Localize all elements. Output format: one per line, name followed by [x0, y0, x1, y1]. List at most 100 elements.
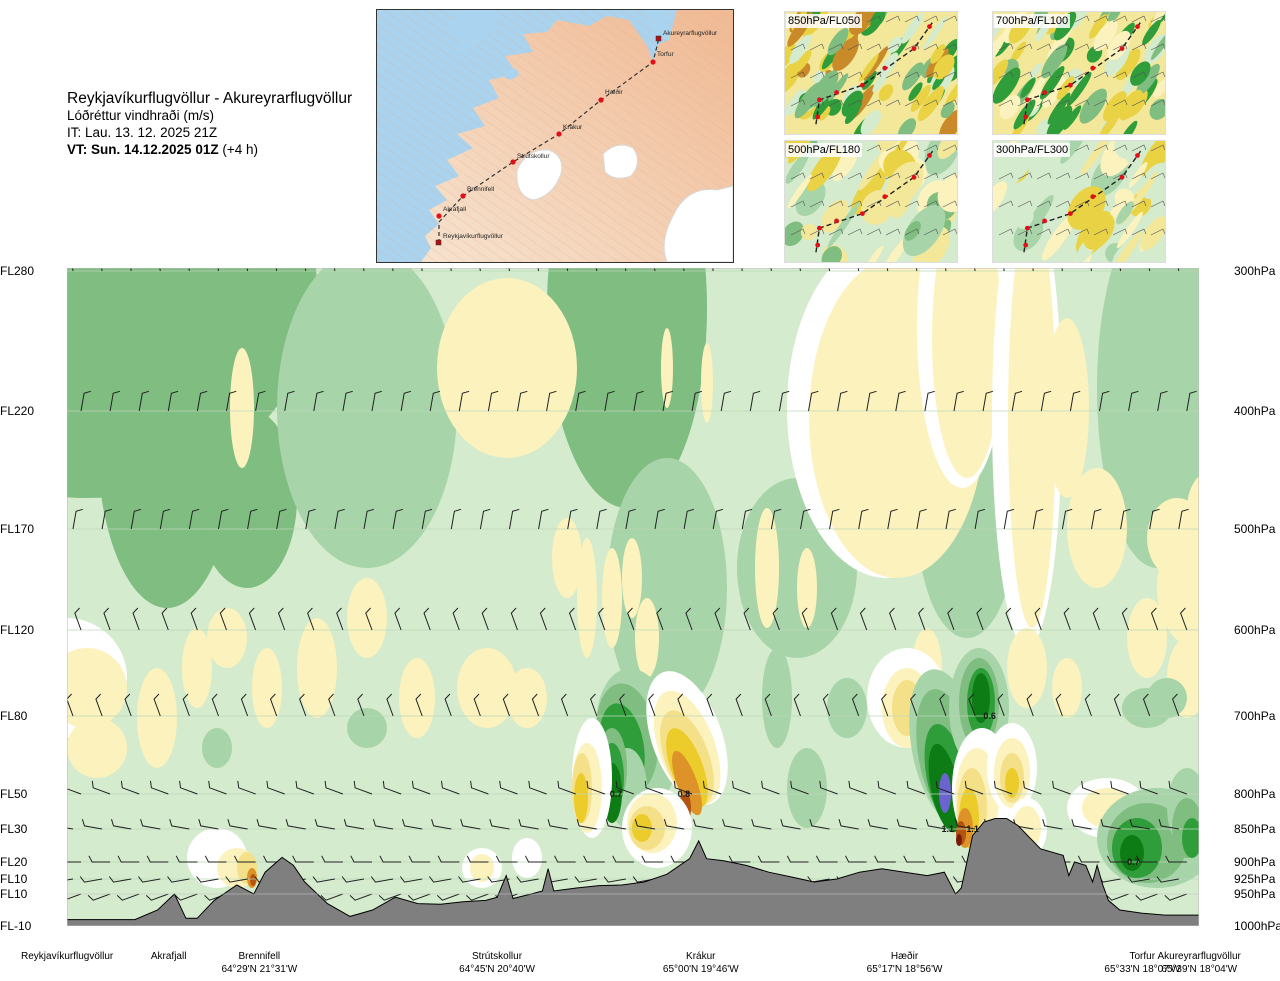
thumbnail-contour: [870, 12, 886, 28]
thumbnail-wind-barb: [904, 99, 920, 107]
wind-barb: [757, 855, 780, 863]
wind-barb: [732, 780, 751, 795]
thumbnail-contour: [1079, 88, 1107, 124]
lake: [505, 68, 519, 80]
thumbnail-wind-barb: [998, 99, 1014, 107]
wind-barb: [167, 876, 190, 883]
wind-barb: [226, 390, 237, 412]
thumbnail-300hpa[interactable]: 300hPa/FL300: [992, 140, 1166, 263]
thumbnail-contour: [832, 37, 859, 71]
thumbnail-wind-barb: [942, 71, 957, 79]
wind-barb: [292, 855, 314, 863]
vertical-velocity-contour: [1127, 598, 1167, 678]
thumbnail-wind-barb: [1036, 43, 1052, 51]
thumbnail-waypoint: [834, 90, 839, 95]
wind-barb: [1052, 780, 1071, 795]
wind-barb: [255, 390, 266, 412]
wind-barb: [518, 819, 539, 830]
wind-barb: [328, 693, 336, 717]
waypoint-marker: [510, 159, 516, 165]
wind-barb: [182, 693, 190, 717]
wind-barb: [400, 390, 412, 412]
thumbnail-850hpa[interactable]: 850hPa/FL050: [784, 11, 958, 135]
vertical-velocity-contour: [972, 673, 990, 723]
thumbnail-wind-barb: [1074, 99, 1090, 107]
thumbnail-wind-barb: [1150, 228, 1165, 236]
thumbnail-contour: [821, 246, 842, 262]
thumbnail-contour: [993, 181, 1008, 217]
vertical-velocity-contour: [297, 618, 337, 718]
wind-barb: [450, 508, 462, 530]
wind-barb: [546, 390, 557, 412]
wind-barb: [874, 855, 896, 863]
wind-barb: [683, 508, 695, 530]
wind-barb: [761, 780, 780, 795]
wind-barb: [1055, 693, 1063, 717]
waypoint-label: Krákur 65°00'N 19°46'W: [663, 950, 739, 976]
vertical-velocity-contour: [622, 538, 642, 618]
vertical-velocity-contour: [635, 598, 659, 678]
thumbnail-waypoint: [1042, 90, 1047, 95]
thumbnail-contour: [930, 44, 946, 64]
wind-barb: [848, 780, 867, 795]
thumbnail-contour: [850, 166, 888, 215]
thumbnail-wind-barb: [923, 172, 939, 180]
wind-barb: [993, 780, 1013, 795]
wind-barb: [906, 780, 926, 795]
vertical-velocity-contour: [552, 518, 582, 598]
wind-barb: [248, 607, 257, 631]
thumbnail-waypoint: [860, 82, 865, 88]
wind-barb: [233, 855, 256, 863]
wind-barb: [150, 780, 169, 795]
wind-barb: [1120, 508, 1131, 530]
wind-barb: [313, 390, 324, 412]
thumbnail-wind-barb: [847, 200, 863, 208]
thumbnail-contour: [897, 118, 917, 134]
wind-barb: [196, 390, 208, 412]
thumbnail-wind-barb: [998, 71, 1014, 79]
fjord-west: [447, 10, 497, 56]
thumbnail-wind-barb: [809, 43, 825, 51]
thumbnail-500hpa[interactable]: 500hPa/FL180: [784, 140, 958, 263]
thumbnail-contour: [858, 54, 879, 82]
waypoint-marker: [598, 97, 604, 103]
cross-section-plot[interactable]: 0.7 0.8 0.6 1.1 1.1 0.7: [0, 78, 1247, 936]
wind-barb: [1106, 893, 1129, 901]
wind-barb: [341, 876, 365, 883]
vertical-velocity-contour: [277, 248, 457, 568]
vertical-velocity-contour: [577, 538, 597, 658]
wind-barb: [516, 876, 539, 883]
wind-barb: [1100, 819, 1121, 830]
waypoint-marker: [655, 35, 662, 42]
thumbnail-contour: [818, 105, 831, 121]
thumbnail-contour: [933, 54, 955, 80]
wind-barb: [1069, 390, 1081, 412]
thumbnail-wind-barb: [1093, 228, 1109, 236]
thumbnail-wind-barb: [866, 99, 882, 107]
waypoint-coordinate: 65°39'N 18°04'W: [1161, 964, 1238, 975]
wind-barb: [88, 855, 111, 863]
thumbnail-contour: [1017, 210, 1034, 229]
contour-value-label: 0.8: [678, 789, 691, 799]
vertical-velocity-contour: [457, 648, 517, 728]
wind-barb: [801, 607, 809, 631]
vertical-velocity-contour: [202, 728, 232, 768]
wind-barb: [583, 855, 605, 863]
contour-value-label: 1.1: [966, 824, 979, 834]
thumbnail-map: [785, 141, 957, 262]
pressure-level-label: 700hPa: [1234, 709, 1276, 723]
vertical-velocity-contour: [787, 748, 827, 828]
waypoint-coordinate: 65°17'N 18°56'W: [866, 964, 943, 975]
wind-barb: [793, 693, 801, 717]
wind-barb: [539, 607, 548, 631]
wind-barb: [947, 607, 955, 631]
variable-name: Lóðréttur vindhraði (m/s): [67, 108, 215, 123]
thumbnail-700hpa[interactable]: 700hPa/FL100: [992, 11, 1166, 135]
thumbnail-contour: [1103, 91, 1127, 122]
thumbnail-contour: [908, 82, 923, 101]
wind-barb: [146, 855, 169, 863]
thumbnail-wind-barb: [809, 200, 825, 208]
thumbnail-wind-barb: [1074, 144, 1090, 152]
route-map[interactable]: Akureyrarflugvöllur Torfur Hæðir Krákur …: [376, 9, 734, 263]
wind-barb: [945, 508, 956, 530]
